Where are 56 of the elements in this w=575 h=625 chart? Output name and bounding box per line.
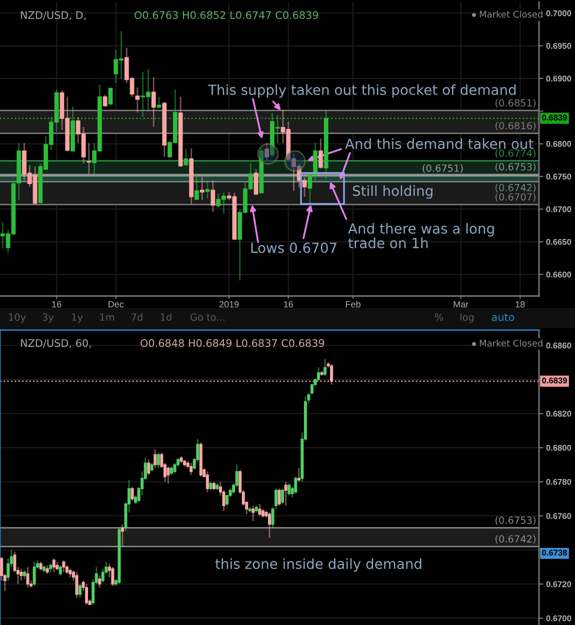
text: NZD/USD, D, <box>21 11 86 20</box>
ref-line-label: (0.6816) <box>496 122 536 130</box>
y-tick-label: 0.6820 <box>546 410 572 417</box>
annotation: This supply taken out this pocket of demand <box>208 84 516 98</box>
y-tick-label: 0.6860 <box>546 342 572 348</box>
text: Go to... <box>190 313 224 321</box>
y-tick-label: 0.6950 <box>546 42 572 49</box>
text: O0.6848 H0.6849 L0.6837 C0.6839 <box>140 339 324 348</box>
text: 3y <box>42 313 54 323</box>
ref-line-label: 0.6839 <box>542 377 567 384</box>
y-tick-label: 0.6760 <box>546 513 572 519</box>
ref-line-label: (0.6707) <box>496 193 536 202</box>
annotation: Still holding <box>352 185 432 199</box>
y-tick-label: 0.6700 <box>546 206 572 212</box>
ref-line-label: (0.6753) <box>496 516 536 525</box>
text: auto <box>492 314 514 322</box>
text: 10y <box>9 313 26 323</box>
y-tick-label: 0.6780 <box>546 478 572 485</box>
text: % <box>434 313 444 321</box>
x-tick-label: 2019 <box>219 301 239 308</box>
ref-line-label: (0.6742) <box>496 535 536 544</box>
x-tick-label: 16 <box>284 301 293 308</box>
annotation: 0.6738 <box>542 550 568 556</box>
text: 1m <box>100 314 114 321</box>
y-tick-label: 0.6650 <box>546 238 572 245</box>
y-tick-label: 0.6900 <box>546 76 572 82</box>
x-tick-label: Feb <box>346 300 360 308</box>
y-tick-label: 0.6720 <box>546 581 572 588</box>
text: log <box>460 313 474 323</box>
text: NZD/USD, 60, <box>21 339 91 348</box>
text: O0.6763 H0.6852 L0.6747 C0.6839 <box>134 11 318 20</box>
text: 1y <box>72 314 83 323</box>
x-tick-label: 16 <box>52 301 62 308</box>
ref-line-label: 0.6839 <box>542 114 567 121</box>
annotation: Market Closed <box>480 10 542 18</box>
text: 1d <box>160 313 172 321</box>
annotation: Lows 0.6707 <box>251 242 336 254</box>
ref-line-label: (0.6774) <box>496 149 536 158</box>
annotation: And this demand taken out <box>345 138 534 150</box>
annotation: And there was a long trade on 1h <box>348 223 494 248</box>
x-tick-label: 18 <box>516 301 525 308</box>
ref-line-label: (0.6751) <box>422 164 463 173</box>
annotation: Market Closed <box>480 340 542 347</box>
x-tick-label: Mar <box>454 301 468 308</box>
y-tick-label: 0.6800 <box>546 140 572 147</box>
text: 7d <box>132 313 142 321</box>
annotation: this zone inside daily demand <box>215 558 422 572</box>
ref-line-label: (0.6753) <box>496 163 536 172</box>
y-tick-label: 0.6700 <box>546 615 572 622</box>
x-tick-label: Dec <box>108 301 124 308</box>
y-tick-label: 0.6600 <box>546 272 572 278</box>
ref-line-label: (0.6742) <box>496 184 536 192</box>
y-tick-label: 0.7000 <box>546 10 572 16</box>
y-tick-label: 0.6750 <box>546 174 572 180</box>
ref-line-label: (0.6851) <box>496 98 536 108</box>
y-tick-label: 0.6800 <box>546 444 572 451</box>
